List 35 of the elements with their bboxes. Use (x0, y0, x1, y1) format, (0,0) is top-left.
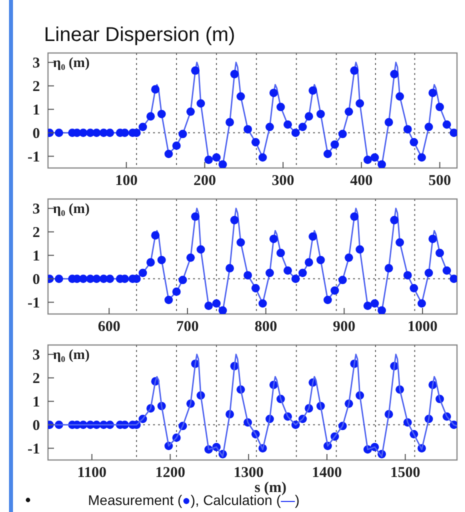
x-tick-label: 1400 (312, 465, 342, 481)
y-tick-label: -1 (28, 441, 40, 458)
x-tick-label: 600 (98, 319, 120, 335)
y-tick-label: 1 (32, 248, 40, 264)
y-tick-label: 2 (32, 78, 40, 95)
x-tick-label: 1000 (408, 319, 438, 335)
y-tick-label: -1 (28, 295, 40, 312)
x-axis-title: s (m) (254, 480, 287, 496)
x-tick-label: 1500 (390, 465, 420, 481)
y-tick-label: -1 (28, 149, 40, 166)
y-tick-label: 0 (32, 126, 40, 142)
x-tick-label: 700 (176, 319, 199, 335)
y-tick-label: 2 (32, 370, 40, 387)
y-tick-label: 1 (32, 394, 40, 410)
y-tick-label: 1 (32, 102, 40, 118)
x-tick-label: 800 (254, 319, 278, 335)
x-tick-label: 400 (350, 173, 373, 189)
y-tick-label: 0 (32, 418, 40, 434)
y-tick-label: 3 (32, 55, 40, 72)
y-tick-label: 2 (32, 224, 40, 241)
chart-title: Linear Dispersion (m) (44, 24, 236, 46)
x-tick-label: 100 (115, 173, 138, 189)
y-tick-label: 3 (32, 347, 40, 364)
y-tick-label: 0 (32, 272, 40, 288)
x-tick-label: 900 (332, 319, 356, 335)
x-tick-label: 200 (193, 173, 216, 189)
y-axis-title: η₀ (m) (53, 202, 90, 217)
y-tick-label: 3 (32, 201, 40, 218)
x-tick-label: 500 (428, 173, 452, 189)
y-axis-title: η₀ (m) (53, 348, 90, 363)
x-tick-label: 1100 (77, 465, 106, 481)
x-tick-label: 1200 (155, 465, 186, 481)
x-tick-label: 1300 (234, 465, 264, 481)
x-tick-label: 300 (272, 173, 294, 189)
y-axis-title: η₀ (m) (53, 56, 90, 71)
